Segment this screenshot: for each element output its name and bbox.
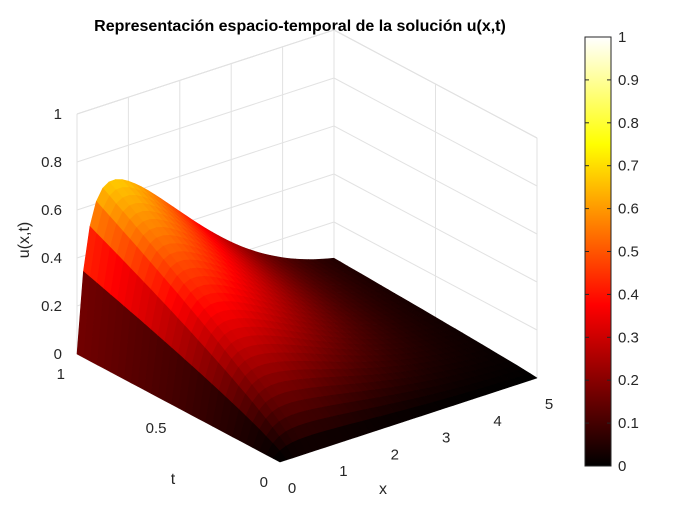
surface-mesh xyxy=(76,179,538,463)
colorbar-tick-label: 0.5 xyxy=(618,244,639,261)
colorbar-tick-label: 0.1 xyxy=(618,415,639,432)
colorbar-tick-label: 1 xyxy=(618,29,626,46)
colorbar-tick-label: 0.4 xyxy=(618,286,639,303)
colorbar-tick-label: 0.7 xyxy=(618,158,639,175)
surface-patch xyxy=(272,450,287,463)
x-axis-label: x xyxy=(379,481,387,498)
x-tick-label: 0 xyxy=(288,480,296,497)
x-tick-label: 3 xyxy=(442,430,450,447)
z-tick-label: 0.6 xyxy=(41,202,62,219)
grid-line-z xyxy=(76,29,335,115)
z-tick-label: 0.8 xyxy=(41,154,62,171)
x-tick-label: 4 xyxy=(493,413,501,430)
z-tick-label: 0.2 xyxy=(41,298,62,315)
y-tick-label: 0 xyxy=(260,474,268,491)
colorbar: 0 0.1 0.2 0.3 0.4 0.5 0.6 0.7 0.8 0.9 1 xyxy=(584,29,639,475)
grid-line-z xyxy=(76,77,335,163)
colorbar-gradient xyxy=(584,36,612,467)
chart-title: Representación espacio-temporal de la so… xyxy=(94,18,506,35)
tick-labels: 0 1 2 3 4 5 0 0.5 1 0 0.2 0.4 0.6 0.8 1 xyxy=(41,106,553,497)
colorbar-tick-label: 0.3 xyxy=(618,329,639,346)
z-axis-label: u(x,t) xyxy=(16,222,33,258)
colorbar-ticks: 0 0.1 0.2 0.3 0.4 0.5 0.6 0.7 0.8 0.9 1 xyxy=(585,29,639,475)
colorbar-tick-label: 0.6 xyxy=(618,201,639,218)
x-tick-label: 2 xyxy=(391,446,399,463)
z-tick-label: 0.4 xyxy=(41,250,62,267)
z-tick-label: 0 xyxy=(54,346,62,363)
y-tick-label: 0.5 xyxy=(146,420,167,437)
z-tick-label: 1 xyxy=(54,106,62,123)
y-tick-label: 1 xyxy=(57,366,65,383)
colorbar-tick-label: 0 xyxy=(618,458,626,475)
colorbar-tick-label: 0.8 xyxy=(618,115,639,132)
x-tick-label: 1 xyxy=(339,463,347,480)
y-axis-label: t xyxy=(171,471,176,488)
colorbar-tick-label: 0.9 xyxy=(618,72,639,89)
x-tick-label: 5 xyxy=(545,396,553,413)
colorbar-tick-label: 0.2 xyxy=(618,372,639,389)
